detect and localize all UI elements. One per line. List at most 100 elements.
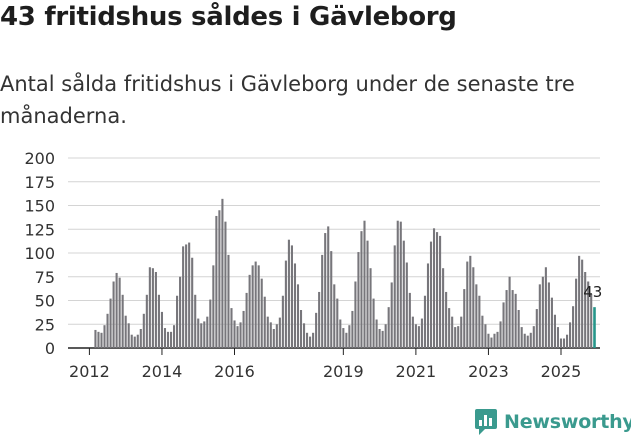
bar bbox=[324, 233, 327, 348]
bar bbox=[194, 294, 197, 348]
newsworthy-chart-icon bbox=[475, 409, 497, 435]
bar bbox=[151, 268, 154, 348]
bar bbox=[254, 261, 257, 348]
bar bbox=[94, 329, 97, 348]
y-tick-label: 175 bbox=[24, 173, 55, 192]
bar bbox=[136, 334, 139, 348]
bar bbox=[436, 232, 439, 348]
bar bbox=[185, 244, 188, 348]
bar bbox=[562, 338, 566, 348]
bar bbox=[97, 331, 100, 348]
bar bbox=[390, 282, 393, 348]
bar bbox=[541, 276, 544, 348]
bar bbox=[166, 331, 170, 348]
bar bbox=[360, 231, 363, 348]
chart-subtitle: Antal sålda fritidshus i Gävleborg under… bbox=[0, 72, 575, 128]
bar bbox=[529, 332, 532, 348]
bar bbox=[260, 278, 263, 348]
bar bbox=[587, 281, 590, 348]
bar bbox=[179, 276, 182, 348]
bar bbox=[457, 326, 460, 348]
x-axis-ticks: 2012 2014 2016 2019 2021 2023 2025 bbox=[69, 348, 581, 381]
bar bbox=[191, 257, 194, 348]
bar bbox=[284, 260, 287, 348]
bar bbox=[508, 276, 511, 348]
bar bbox=[209, 299, 212, 348]
bar bbox=[154, 272, 157, 348]
bar bbox=[559, 338, 563, 348]
bar bbox=[357, 252, 360, 348]
bar bbox=[369, 268, 372, 348]
bar bbox=[203, 321, 206, 348]
bar bbox=[127, 323, 130, 348]
bar bbox=[547, 282, 550, 348]
bar bbox=[581, 259, 584, 348]
bar bbox=[239, 322, 242, 348]
bar bbox=[103, 325, 106, 348]
bar bbox=[302, 323, 306, 348]
bar bbox=[248, 274, 251, 348]
bar bbox=[206, 316, 209, 348]
x-tick-label: 2019 bbox=[323, 362, 364, 381]
bar bbox=[173, 325, 176, 348]
bar bbox=[112, 281, 115, 348]
bar bbox=[106, 313, 109, 348]
bar bbox=[169, 331, 173, 348]
x-tick-label: 2016 bbox=[214, 362, 255, 381]
bar bbox=[266, 316, 269, 348]
bar bbox=[520, 327, 523, 348]
bar bbox=[306, 332, 309, 348]
bar bbox=[584, 272, 587, 348]
bar bbox=[472, 267, 475, 348]
bar bbox=[221, 198, 224, 348]
bar bbox=[532, 326, 535, 348]
bar bbox=[514, 293, 517, 348]
bar bbox=[100, 332, 103, 348]
bar bbox=[145, 294, 148, 348]
y-tick-label: 200 bbox=[24, 149, 55, 168]
bar bbox=[523, 333, 526, 348]
bar bbox=[230, 308, 233, 348]
x-tick-label: 2012 bbox=[69, 362, 110, 381]
bar bbox=[318, 291, 321, 348]
bar bbox=[233, 320, 236, 348]
bar bbox=[281, 295, 284, 348]
bar bbox=[402, 240, 405, 348]
bar bbox=[535, 309, 538, 348]
bar bbox=[553, 314, 556, 348]
bar bbox=[345, 332, 348, 348]
bar bbox=[593, 307, 596, 348]
bar bbox=[272, 329, 275, 348]
bar bbox=[496, 331, 499, 348]
bar bbox=[550, 297, 553, 348]
bar bbox=[451, 316, 454, 348]
bar bbox=[499, 321, 502, 348]
brand-name: Newsworthy bbox=[504, 411, 631, 433]
chart-title: 43 fritidshus såldes i Gävleborg bbox=[0, 2, 457, 32]
bar bbox=[339, 319, 342, 348]
bar bbox=[321, 254, 324, 348]
bar bbox=[439, 235, 442, 348]
bar bbox=[414, 324, 417, 348]
y-tick-label: 75 bbox=[35, 268, 55, 287]
bar bbox=[245, 292, 248, 348]
bar bbox=[463, 289, 466, 348]
bar bbox=[484, 324, 487, 348]
bar bbox=[426, 263, 430, 348]
bar bbox=[236, 326, 239, 348]
bar bbox=[251, 265, 254, 348]
bar bbox=[502, 302, 505, 348]
bar bbox=[224, 221, 227, 348]
bar bbox=[142, 313, 145, 348]
x-tick-label: 2023 bbox=[468, 362, 509, 381]
bar bbox=[160, 311, 164, 348]
bar bbox=[565, 334, 569, 348]
bar bbox=[212, 265, 215, 348]
bar bbox=[312, 332, 315, 348]
bar bbox=[139, 329, 142, 348]
bar bbox=[197, 318, 200, 348]
bar bbox=[315, 312, 318, 348]
bar bbox=[487, 333, 490, 348]
bar bbox=[469, 255, 472, 348]
